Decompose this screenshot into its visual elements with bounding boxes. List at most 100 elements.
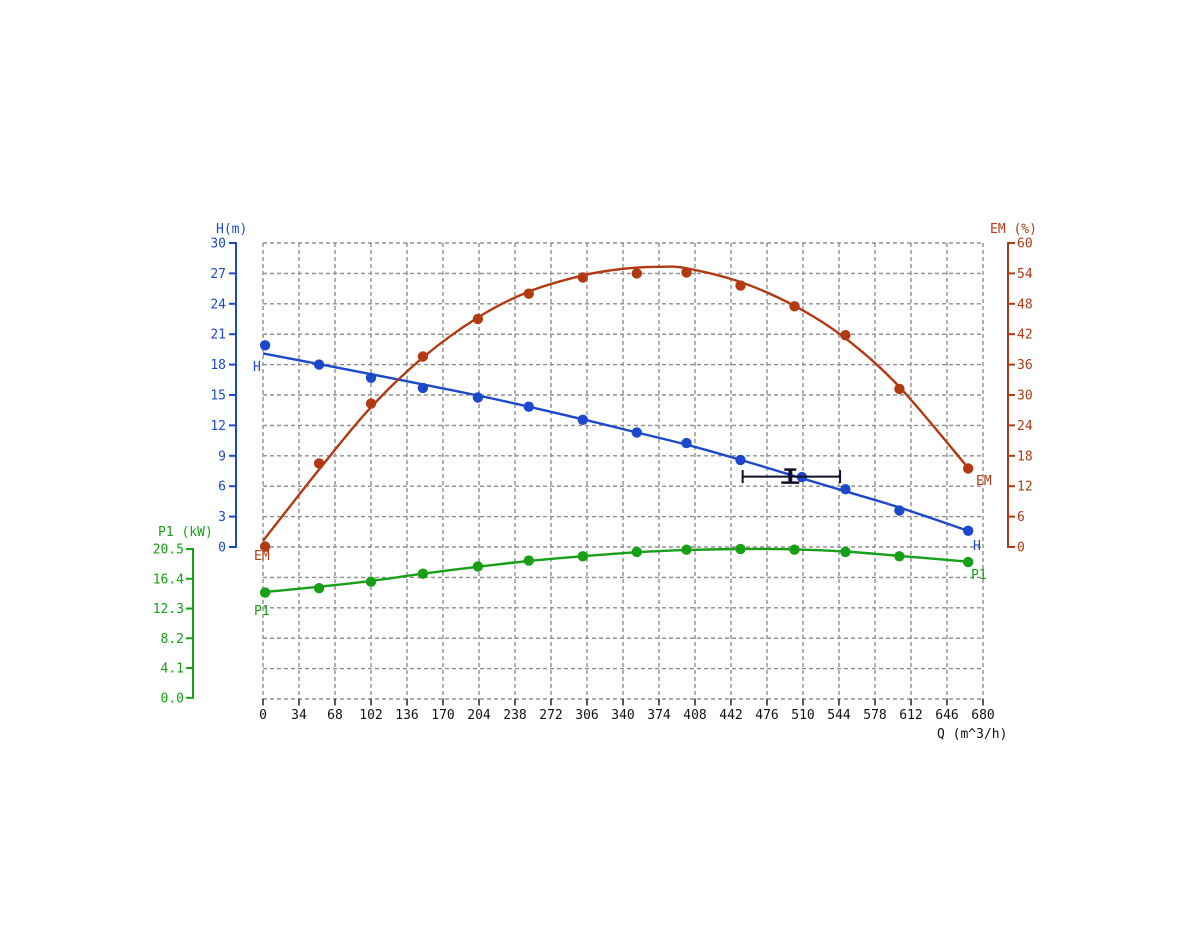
h-axis-tick-label: 18 (210, 358, 226, 373)
x-axis-tick-label: 680 (971, 708, 994, 723)
em-data-point (365, 398, 377, 409)
em-axis-tick-label: 0 (1017, 541, 1025, 556)
em-axis-tick-label: 30 (1017, 389, 1033, 404)
p1-data-point (963, 556, 974, 568)
p1-data-point (577, 551, 588, 562)
em-curve-label-left: EM (254, 549, 270, 564)
x-axis-tick-label: 340 (611, 708, 634, 723)
x-axis-tick-label: 136 (395, 708, 418, 723)
h-axis-title: H(m) (216, 222, 248, 237)
h-data-point (577, 414, 588, 425)
x-axis-tick-label: 442 (719, 708, 742, 723)
x-axis-tick-label: 510 (791, 708, 814, 723)
x-axis-tick-label: 646 (935, 708, 958, 723)
em-data-point (577, 272, 588, 283)
h-data-point (417, 382, 429, 394)
grid (262, 242, 984, 700)
h-data-point (259, 340, 271, 351)
h-axis-tick-label: 3 (218, 510, 226, 525)
h-axis-tick-label: 9 (218, 449, 226, 464)
x-axis-tick-label: 374 (647, 708, 671, 723)
p1-axis-tick-label: 20.5 (153, 543, 184, 558)
h-data-point (735, 454, 746, 466)
x-axis-tick-label: 0 (259, 708, 267, 723)
h-data-point (681, 437, 692, 449)
em-data-point (523, 288, 534, 299)
em-axis-tick-label: 54 (1017, 267, 1033, 282)
p1-axis-title: P1 (kW) (158, 525, 213, 540)
x-axis-tick-label: 306 (575, 708, 598, 723)
h-series (259, 340, 974, 536)
h-axis-tick-label: 24 (210, 297, 226, 312)
p1-data-point (472, 561, 484, 572)
em-data-point (735, 280, 746, 291)
em-data-point (417, 351, 429, 362)
p1-data-point (417, 568, 429, 579)
em-axis-title: EM (%) (990, 222, 1037, 237)
p1-data-point (789, 544, 800, 555)
duty-point-marker (741, 468, 842, 484)
p1-data-point (840, 546, 851, 558)
p1-data-point (631, 546, 642, 558)
h-axis-tick-label: 0 (218, 541, 226, 556)
x-axis-tick-label: 102 (359, 708, 382, 723)
p1-axis-tick-label: 4.1 (161, 662, 184, 677)
h-axis-tick-label: 30 (210, 237, 226, 252)
h-axis-tick-label: 27 (210, 267, 226, 282)
em-data-point (789, 301, 800, 312)
em-axis-tick-label: 36 (1017, 358, 1033, 373)
p1-axis-tick-label: 16.4 (153, 572, 184, 587)
x-axis-tick-label: 204 (467, 708, 491, 723)
p1-axis: 20.5 16.4 12.3 8.2 4.1 0.0 (153, 543, 194, 706)
h-data-point (963, 525, 974, 536)
em-data-point (681, 267, 692, 278)
h-axis-tick-label: 21 (210, 328, 226, 343)
em-curve-label-right: EM (976, 474, 992, 489)
em-data-point (631, 268, 642, 279)
h-data-point (631, 427, 642, 438)
em-axis-tick-label: 24 (1017, 419, 1033, 434)
em-axis-tick-label: 18 (1017, 449, 1033, 464)
em-data-point (259, 541, 271, 552)
em-data-point (894, 383, 905, 395)
x-axis-tick-label: 612 (899, 708, 922, 723)
x-axis-tick-label: 34 (291, 708, 307, 723)
p1-data-point (894, 551, 905, 562)
h-data-point (894, 505, 905, 516)
em-axis-tick-label: 42 (1017, 328, 1033, 343)
h-data-point (313, 359, 325, 370)
x-axis-tick-label: 476 (755, 708, 778, 723)
em-axis-tick-label: 60 (1017, 237, 1033, 252)
em-data-point (472, 313, 484, 325)
p1-data-point (523, 555, 534, 566)
h-axis-tick-label: 6 (218, 480, 226, 495)
h-curve-label-right: H (973, 539, 981, 554)
p1-data-point (313, 583, 325, 594)
x-axis-tick-label: 408 (683, 708, 706, 723)
p1-axis-tick-label: 8.2 (161, 632, 184, 647)
x-axis-title: Q (m^3/h) (937, 727, 1008, 742)
em-data-point (963, 463, 974, 474)
p1-data-point (735, 543, 746, 555)
x-axis-tick-label: 544 (827, 708, 851, 723)
em-axis-tick-label: 6 (1017, 510, 1025, 525)
em-series (259, 265, 974, 552)
h-data-point (523, 401, 534, 412)
em-axis-tick-label: 48 (1017, 297, 1033, 312)
p1-axis-tick-label: 0.0 (161, 691, 184, 706)
p1-curve-label-right: P1 (971, 568, 987, 583)
h-data-point (365, 372, 377, 383)
x-axis-tick-label: 578 (863, 708, 886, 723)
p1-data-point (365, 576, 377, 587)
h-axis-tick-label: 15 (210, 389, 226, 404)
h-data-point (472, 392, 484, 403)
p1-series (259, 543, 974, 598)
p1-data-point (681, 544, 692, 555)
x-axis-tick-label: 170 (431, 708, 454, 723)
p1-data-point (259, 587, 271, 598)
em-data-point (840, 330, 851, 341)
h-curve-label-left: H (253, 360, 261, 375)
